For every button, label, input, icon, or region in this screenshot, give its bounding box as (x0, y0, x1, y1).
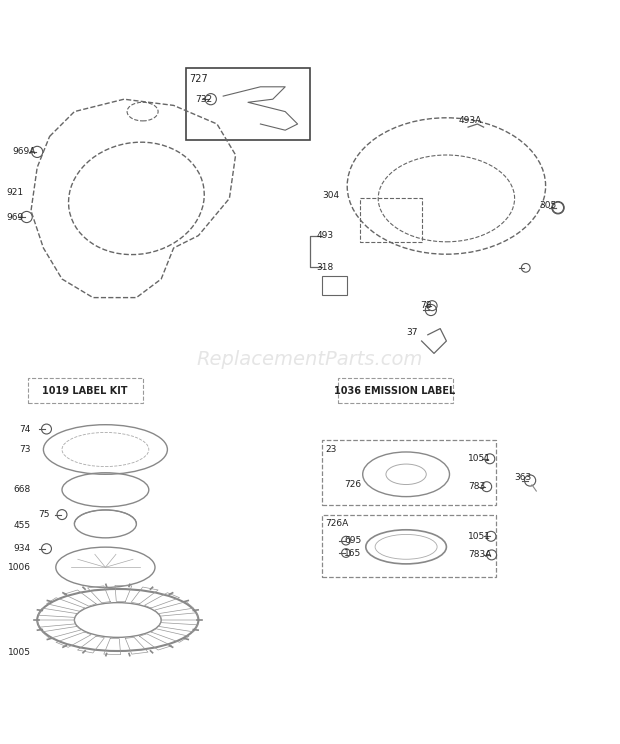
Text: 783: 783 (468, 482, 485, 491)
Text: 668: 668 (14, 485, 31, 494)
Text: 726A: 726A (326, 519, 348, 528)
Text: 37: 37 (406, 328, 418, 338)
Text: 75: 75 (38, 510, 50, 519)
Text: 732: 732 (195, 94, 213, 103)
Text: 455: 455 (14, 522, 31, 530)
Text: ReplacementParts.com: ReplacementParts.com (197, 350, 423, 369)
Text: 78: 78 (420, 301, 432, 310)
Text: 305: 305 (539, 202, 557, 211)
Text: 1019 LABEL KIT: 1019 LABEL KIT (42, 385, 128, 396)
Text: 726: 726 (344, 481, 361, 490)
Text: 969A: 969A (12, 147, 36, 156)
Text: 74: 74 (20, 425, 31, 434)
Text: 23: 23 (326, 444, 337, 454)
Text: 695: 695 (344, 536, 361, 545)
Text: 165: 165 (344, 548, 361, 557)
Text: 493: 493 (316, 231, 334, 240)
Bar (322, 276, 347, 295)
Text: 969: 969 (6, 213, 24, 222)
Text: 1005: 1005 (8, 648, 31, 657)
Text: 493A: 493A (459, 116, 482, 126)
Text: 1051: 1051 (468, 532, 491, 541)
Text: 1051: 1051 (468, 455, 491, 464)
Text: 921: 921 (6, 187, 24, 196)
Text: 73: 73 (19, 445, 31, 454)
Text: 934: 934 (14, 544, 31, 554)
Text: 783A: 783A (468, 551, 492, 559)
Text: 363: 363 (515, 473, 532, 482)
Text: 1036 EMISSION LABEL: 1036 EMISSION LABEL (334, 385, 456, 396)
Text: 304: 304 (322, 190, 340, 200)
Text: 1006: 1006 (8, 562, 31, 572)
Text: 727: 727 (189, 74, 208, 84)
Text: 318: 318 (316, 263, 334, 272)
